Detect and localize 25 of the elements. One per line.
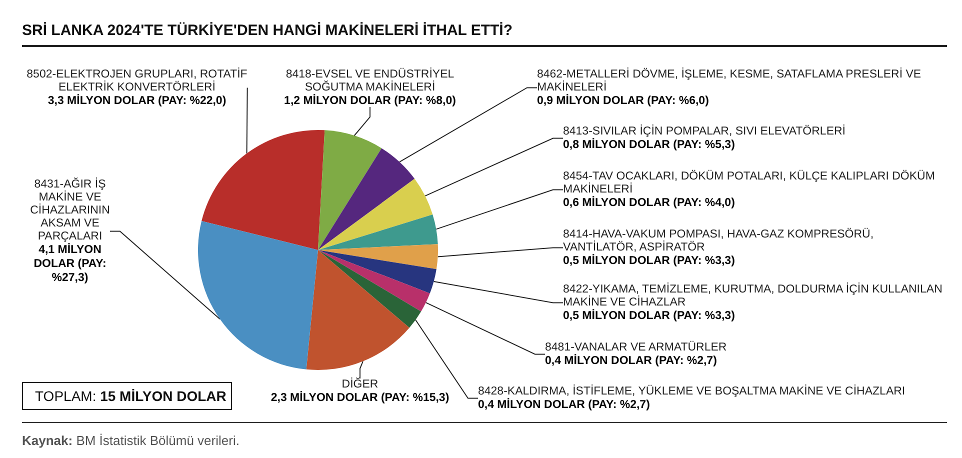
data-label: 0,8 MİLYON DOLAR (PAY: %5,3) [563, 138, 736, 151]
chart-title: SRİ LANKA 2024'TE TÜRKİYE'DEN HANGİ MAKİNELERİ İTHAL ETTİ? [22, 22, 947, 47]
slice-label: 8502-ELEKTROJEN GRUPLARI, ROTATİF ELEKTRİK KONVERTÖRLERİ [26, 68, 248, 94]
data-label: 0,4 MİLYON DOLAR (PAY: %2,7) [545, 354, 718, 367]
slice-label: 8428-KALDIRMA, İSTİFLEME, YÜKLEME VE BOŞALTMA MAKİNE VE CİHAZLARI [478, 384, 906, 398]
text: Kaynak: BM İstatistik Bölümü verileri. [22, 422, 947, 448]
slice-label: 8454-TAV OCAKLARI, DÖKÜM POTALARI, KÜLÇE KALIPLARI DÖKÜM MAKİNELERİ [563, 170, 935, 196]
data-label: 3,3 MİLYON DOLAR (PAY: %22,0) [48, 94, 226, 107]
data-label: 0,5 MİLYON DOLAR (PAY: %3,3) [563, 309, 736, 322]
slice-label: DİĞER [342, 378, 378, 390]
slice-label: 8422-YIKAMA, TEMİZLEME, KURUTMA, DOLDURMA İÇİN KULLANILAN MAKİNE VE CİHAZLAR [563, 282, 942, 308]
slice-label: 8413-SIVILAR İÇİN POMPALAR, SIVI ELEVATÖRLERİ [563, 124, 846, 138]
slice-label: 8414-HAVA-VAKUM POMPASI, HAVA-GAZ KOMPRESÖRÜ, VANTİLATÖR, ASPİRATÖR [563, 228, 874, 254]
data-label: 0,9 MİLYON DOLAR (PAY: %6,0) [537, 94, 710, 107]
data-label: 1,2 MİLYON DOLAR (PAY: %8,0) [284, 94, 456, 107]
data-label: 0,6 MİLYON DOLAR (PAY: %4,0) [563, 196, 736, 209]
data-label: 0,5 MİLYON DOLAR (PAY: %3,3) [563, 254, 736, 267]
slice-label: 8481-VANALAR VE ARMATÜRLER [545, 340, 727, 354]
data-label: 0,4 MİLYON DOLAR (PAY: %2,7) [478, 398, 650, 411]
slice-label: 8431-AĞIR İŞ MAKİNE VE CİHAZLARININ AKSAM VE PARÇALARI [30, 178, 110, 242]
slice-label: 8418-EVSEL VE ENDÜSTRİYEL SOĞUTMA MAKİNELERİ [286, 68, 455, 94]
data-label: 2,3 MİLYON DOLAR (PAY: %15,3) [270, 391, 450, 404]
text: TOPLAM: 15 MİLYON DOLAR [22, 382, 232, 410]
data-label: 4,1 MİLYON DOLAR (PAY: %27,3) [34, 243, 106, 284]
slice-label: 8462-METALLERİ DÖVME, İŞLEME, KESME, SATAFLAMA PRESLERİ VE MAKİNELERİ [537, 68, 922, 94]
